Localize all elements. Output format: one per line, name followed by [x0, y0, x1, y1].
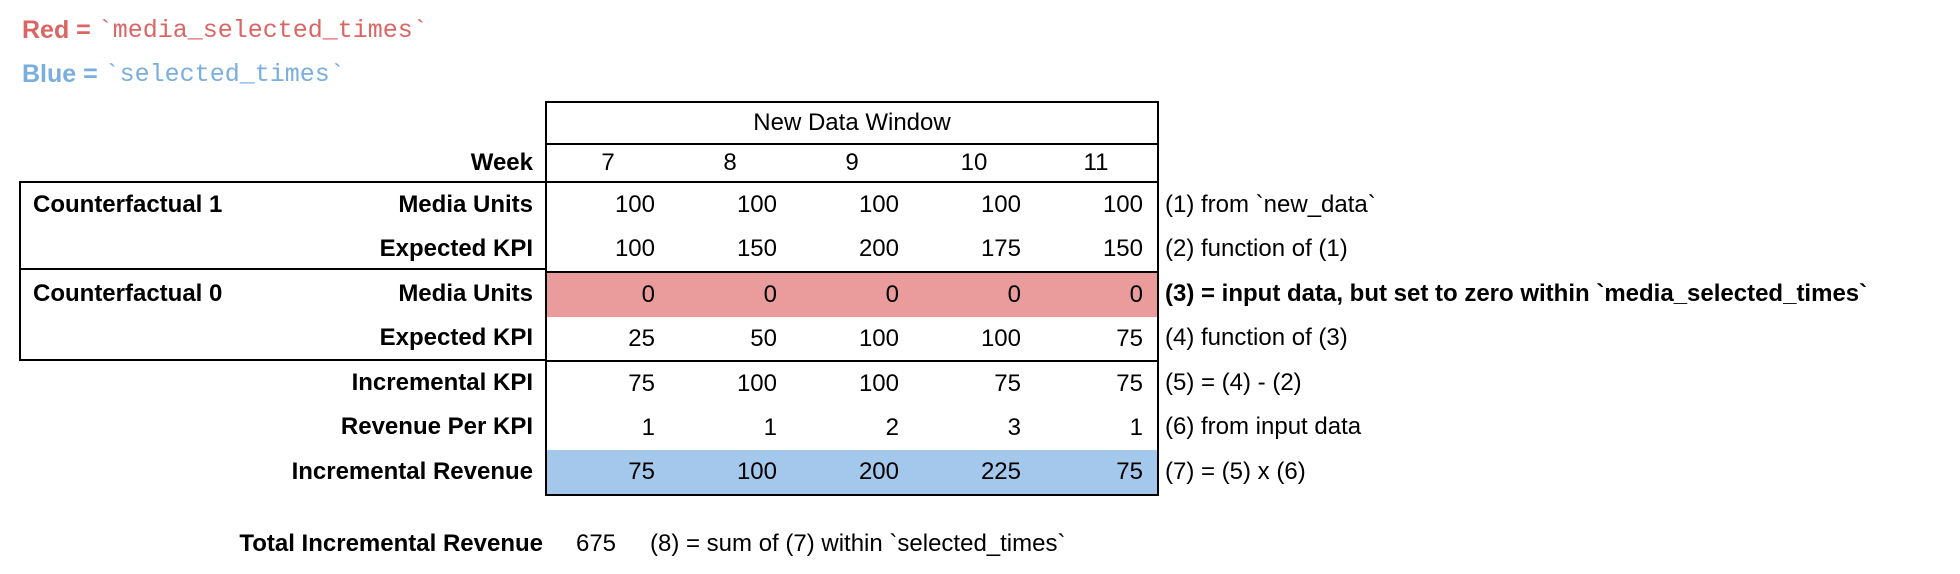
legend-blue-label: Blue =: [22, 59, 105, 88]
row-label-revenue-per-kpi: Revenue Per KPI: [340, 413, 533, 440]
table-row-media-units-cf0-highlight-red: 0 0 0 0 0: [547, 272, 1157, 317]
table-cell: 0: [641, 280, 655, 308]
row-label-expected-kpi-cf0: Expected KPI: [379, 324, 533, 351]
table-cell: 100: [736, 458, 777, 486]
note-3: (3) = input data, but set to zero within…: [1165, 280, 1868, 307]
note-4: (4) function of (3): [1165, 324, 1348, 351]
table-cell: 1: [641, 414, 655, 442]
table-cell: 100: [858, 324, 899, 352]
legend-red-code: `media_selected_times`: [97, 15, 428, 45]
table-cell: 50: [750, 324, 777, 352]
table-row-expected-kpi-cf1: 100 150 200 175 150: [547, 227, 1157, 273]
table-cell: 75: [1116, 370, 1143, 398]
table-cell: 75: [994, 370, 1021, 398]
table-cell: 1: [1129, 414, 1143, 442]
note-1: (1) from `new_data`: [1165, 191, 1376, 218]
note-7: (7) = (5) x (6): [1165, 458, 1306, 485]
total-incremental-revenue-label: Total Incremental Revenue: [239, 530, 543, 557]
table-cell: 150: [1102, 234, 1143, 262]
table-cell: 225: [980, 458, 1021, 486]
table-cell: 25: [628, 324, 655, 352]
table-cell: 100: [736, 190, 777, 218]
table-cell: 75: [1116, 458, 1143, 486]
table-cell: 100: [980, 190, 1021, 218]
group-label-counterfactual-0: Counterfactual 0: [33, 280, 223, 307]
table-cell: 100: [614, 234, 655, 262]
table-cell: 75: [1116, 324, 1143, 352]
legend-red-label: Red =: [22, 15, 98, 44]
table-cell: 100: [736, 370, 777, 398]
window-title: New Data Window: [753, 109, 951, 136]
table-cell: 175: [980, 234, 1021, 262]
legend: Red = `media_selected_times` Blue = `sel…: [22, 8, 428, 96]
week-col-header: 8: [723, 149, 737, 176]
table-row-incremental-revenue-highlight-blue: 75 100 200 225 75: [547, 450, 1157, 495]
row-label-expected-kpi-cf1: Expected KPI: [379, 235, 533, 262]
table-cell: 0: [885, 280, 899, 308]
table-cell: 150: [736, 234, 777, 262]
table-cell: 3: [1007, 414, 1021, 442]
row-label-media-units-cf0: Media Units: [398, 280, 533, 307]
weeks-header-row: 7 8 9 10 11: [547, 145, 1157, 183]
week-col-header: 9: [845, 149, 859, 176]
table-cell: 100: [1102, 190, 1143, 218]
table-row-incremental-kpi: 75 100 100 75 75: [547, 362, 1157, 406]
note-8: (8) = sum of (7) within `selected_times`: [650, 530, 1066, 557]
note-2: (2) function of (1): [1165, 235, 1348, 262]
table-cell: 100: [858, 190, 899, 218]
table-row-revenue-per-kpi: 1 1 2 3 1: [547, 406, 1157, 450]
table-cell: 0: [1129, 280, 1143, 308]
week-row-label: Week: [470, 149, 533, 176]
legend-red-row: Red = `media_selected_times`: [22, 8, 428, 52]
week-col-header: 7: [601, 149, 615, 176]
table-row-expected-kpi-cf0: 25 50 100 100 75: [547, 317, 1157, 363]
group-label-counterfactual-1: Counterfactual 1: [33, 191, 223, 218]
week-col-header: 10: [960, 149, 988, 176]
table-cell: 100: [980, 324, 1021, 352]
table-cell: 100: [858, 370, 899, 398]
row-label-media-units-cf1: Media Units: [398, 191, 533, 218]
table-cell: 1: [763, 414, 777, 442]
table-cell: 200: [858, 234, 899, 262]
window-title-row: New Data Window: [547, 103, 1157, 145]
table-cell: 0: [763, 280, 777, 308]
table-cell: 100: [614, 190, 655, 218]
table-row-media-units-cf1: 100 100 100 100 100: [547, 183, 1157, 227]
table-cell: 2: [885, 414, 899, 442]
note-6: (6) from input data: [1165, 413, 1362, 440]
row-label-incremental-kpi: Incremental KPI: [351, 369, 533, 396]
week-col-header: 11: [1083, 149, 1109, 176]
note-5: (5) = (4) - (2): [1165, 369, 1302, 396]
table-cell: 75: [628, 370, 655, 398]
total-incremental-revenue-value: 675: [575, 530, 617, 557]
data-table: New Data Window 7 8 9 10 11 100 100 100 …: [545, 101, 1159, 496]
table-cell: 75: [628, 458, 655, 486]
table-cell: 200: [858, 458, 899, 486]
legend-blue-row: Blue = `selected_times`: [22, 52, 428, 96]
table-cell: 0: [1007, 280, 1021, 308]
legend-blue-code: `selected_times`: [104, 59, 345, 89]
row-label-incremental-revenue: Incremental Revenue: [291, 458, 533, 485]
